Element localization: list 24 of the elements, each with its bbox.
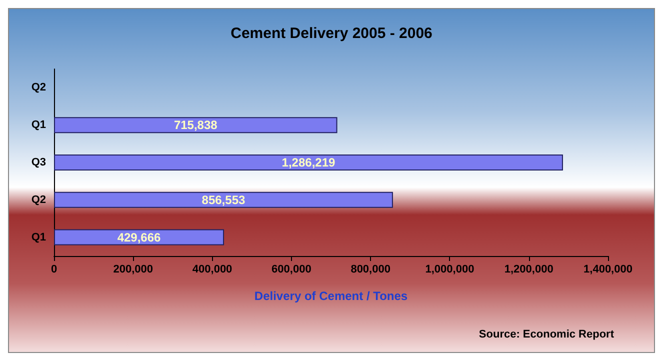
y-tick-label: Q2 xyxy=(31,82,46,94)
bar xyxy=(54,229,224,246)
bar xyxy=(54,154,563,170)
y-tick-label: Q1 xyxy=(31,231,46,244)
bar xyxy=(54,192,393,208)
x-tick-label: 1,200,000 xyxy=(504,264,554,276)
x-tick-label: 1,000,000 xyxy=(425,264,474,276)
data-label: 715,838 xyxy=(174,118,218,132)
data-label: 429,666 xyxy=(117,230,162,244)
x-tick-label: 0 xyxy=(50,264,58,276)
x-axis-title: Delivery of Cement / Tones xyxy=(254,289,408,303)
x-tick-label: 800,000 xyxy=(350,264,390,276)
data-label: 856,553 xyxy=(202,192,246,207)
data-label: 1,286,219 xyxy=(282,156,336,170)
y-tick-label: Q2 xyxy=(31,194,46,206)
x-tick-label: 200,000 xyxy=(113,264,154,276)
bar xyxy=(54,117,338,134)
source-note: Source: Economic Report xyxy=(478,328,614,340)
x-tick-label: 1,400,000 xyxy=(584,264,632,276)
y-tick-label: Q3 xyxy=(31,156,46,168)
x-tick-label: 600,000 xyxy=(272,264,312,276)
x-tick-label: 400,000 xyxy=(192,264,232,276)
y-tick-label: Q1 xyxy=(31,119,46,132)
chart-title: Cement Delivery 2005 - 2006 xyxy=(230,25,432,42)
